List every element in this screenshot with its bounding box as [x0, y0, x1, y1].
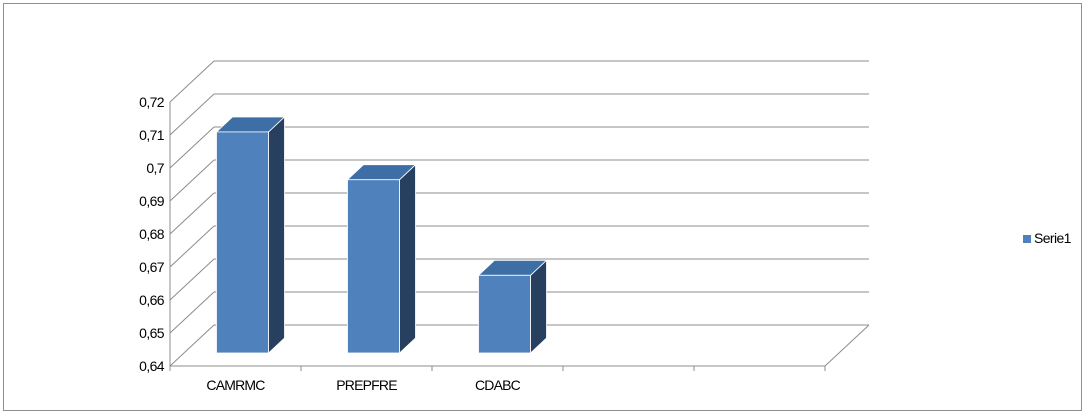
bars	[215, 116, 548, 354]
chart-frame	[3, 3, 1082, 411]
floor-right-edge	[824, 324, 870, 367]
y-tick-label: 0,71	[139, 127, 165, 143]
gridline-side-1	[169, 291, 215, 334]
bar-front	[347, 179, 400, 354]
gridline-side-2	[169, 258, 215, 301]
y-axis-tick-labels: 0,64 0,65 0,66 0,67 0,68 0,69 0,7 0,71 0,72	[139, 94, 165, 374]
legend: Serie1	[1023, 230, 1072, 246]
y-tick-label: 0,68	[139, 226, 165, 242]
y-tick-label: 0,67	[139, 259, 165, 275]
bar-front	[216, 131, 269, 354]
y-tick-label: 0,69	[139, 193, 165, 209]
bar-side	[399, 163, 416, 354]
y-tick-label: 0,7	[146, 160, 164, 176]
bar-side	[268, 116, 285, 354]
legend-swatch-serie1	[1023, 235, 1031, 243]
gridline-side-8	[169, 60, 215, 103]
gridline-side-4	[169, 192, 215, 235]
x-category-label: CAMRMC	[206, 377, 265, 393]
gridline-side-3	[169, 225, 215, 268]
gridline-side-6	[169, 126, 215, 169]
legend-label-serie1: Serie1	[1034, 230, 1072, 246]
x-axis-category-labels: CAMRMC PREPFRE CDABC	[206, 377, 521, 393]
axes	[169, 102, 870, 371]
y-tick-label: 0,64	[139, 358, 165, 374]
gridline-side-0	[169, 324, 215, 367]
bar-0	[215, 116, 286, 354]
bar-1	[346, 163, 417, 354]
gridlines	[169, 60, 869, 367]
bar-side	[530, 259, 547, 354]
y-tick-label: 0,65	[139, 325, 165, 341]
x-category-label: PREPFRE	[336, 377, 397, 393]
bar-2	[477, 259, 548, 354]
gridline-side-5	[169, 159, 215, 202]
y-tick-label: 0,66	[139, 292, 165, 308]
gridline-side-7	[169, 93, 215, 136]
bar-front	[478, 274, 531, 354]
x-category-label: CDABC	[475, 377, 521, 393]
y-tick-label: 0,72	[139, 94, 165, 110]
